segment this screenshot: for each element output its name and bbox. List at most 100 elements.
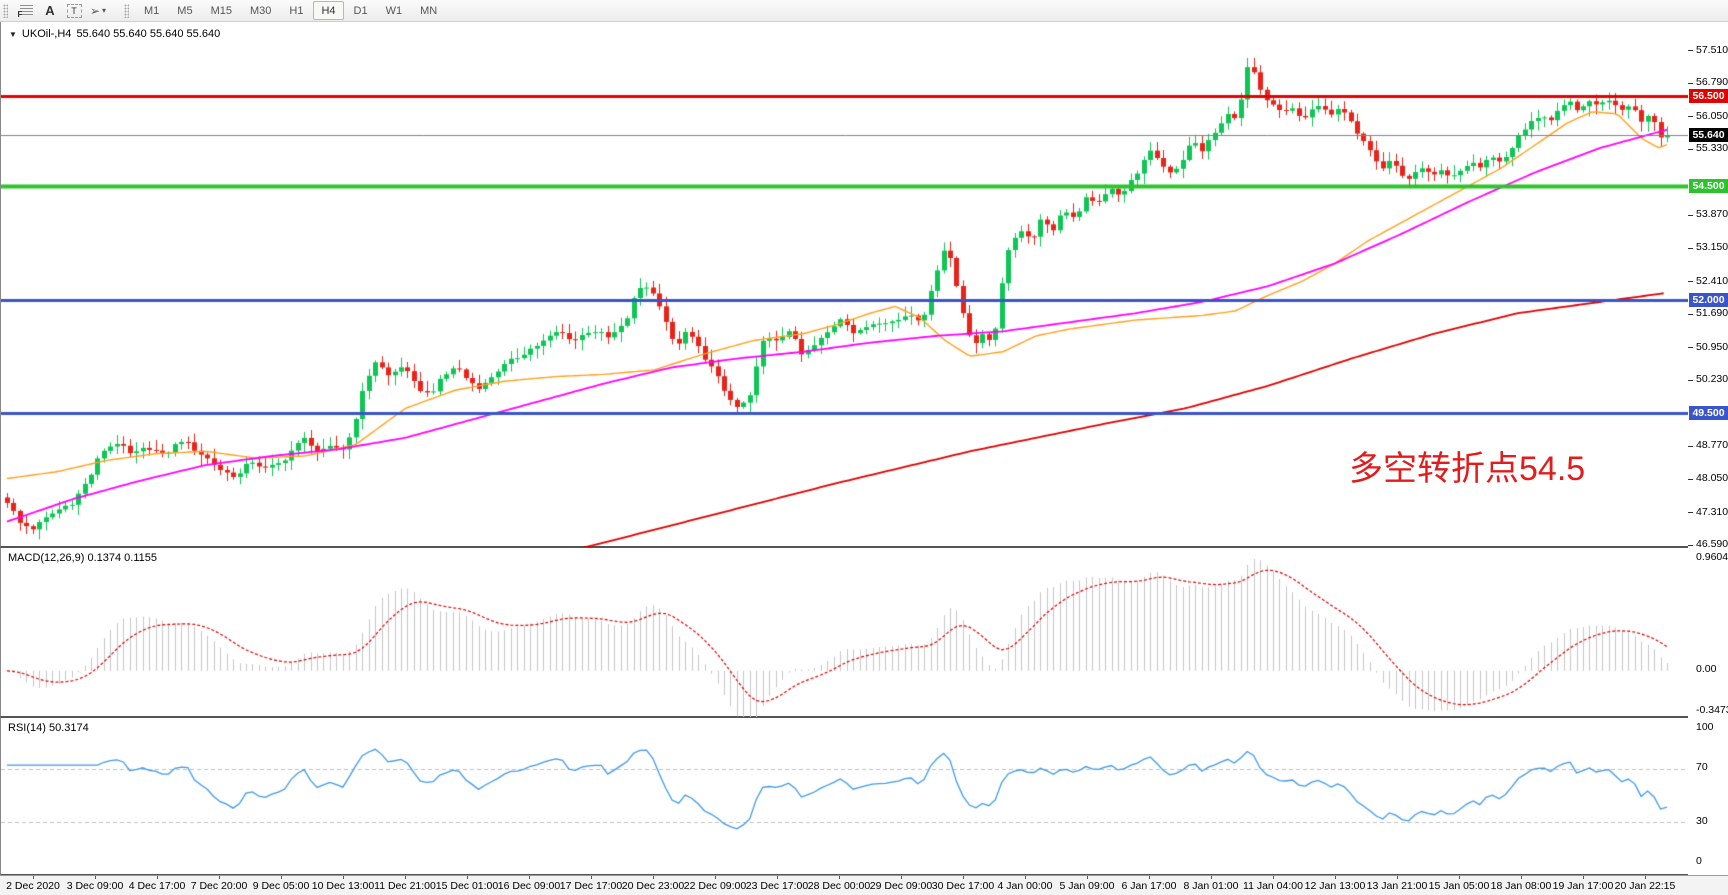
price-tick-label: 56.050: [1696, 109, 1728, 122]
macd-scale-label: -0.3473: [1696, 703, 1728, 716]
price-level-badge-56-500: 56.500: [1689, 88, 1728, 103]
date-tick-mark: [281, 876, 282, 879]
date-tick-mark: [95, 876, 96, 879]
date-tick-mark: [839, 876, 840, 879]
date-tick-mark: [715, 876, 716, 879]
macd-label: MACD(12,26,9) 0.1374 0.1155: [8, 552, 158, 564]
rsi-scale-label: 0: [1696, 854, 1702, 867]
chart-title[interactable]: ▼ UKOil-,H4 55.640 55.640 55.640 55.640: [9, 28, 220, 40]
timeframe-button-d1[interactable]: D1: [353, 4, 368, 17]
rsi-label: RSI(14) 50.3174: [8, 722, 89, 734]
date-tick-mark: [1149, 876, 1150, 879]
date-label: 4 Jan 00:00: [997, 880, 1053, 892]
date-tick-mark: [1397, 876, 1398, 879]
date-label: 15 Jan 05:00: [1428, 880, 1490, 892]
date-tick-mark: [591, 876, 592, 879]
date-tick-mark: [1459, 876, 1460, 879]
price-level-badge-52-000: 52.000: [1689, 292, 1728, 307]
arrow-icon: ➢: [89, 3, 101, 18]
price-tick-label: 56.790: [1696, 76, 1728, 89]
date-tick-mark: [1273, 876, 1274, 879]
price-tick-label: 47.310: [1696, 505, 1728, 518]
timeframe-button-m30[interactable]: M30: [249, 4, 272, 17]
text-label-tool-button[interactable]: A: [40, 2, 60, 20]
price-tick-label: 50.950: [1696, 340, 1728, 353]
date-tick-mark: [343, 876, 344, 879]
date-tick-mark: [33, 876, 34, 879]
text-label-icon: A: [45, 3, 55, 18]
date-tick-mark: [1211, 876, 1212, 879]
text-frame-icon: T: [66, 3, 82, 18]
macd-panel: MACD(12,26,9) 0.1374 0.1155: [0, 547, 1728, 718]
price-tick-label: 53.870: [1696, 208, 1728, 221]
price-level-badge-49-500: 49.500: [1689, 405, 1728, 420]
price-tick-mark: [1688, 83, 1693, 84]
price-tick-mark: [1688, 248, 1693, 249]
date-tick-mark: [963, 876, 964, 879]
date-label: 3 Dec 09:00: [66, 880, 124, 892]
price-tick-label: 50.230: [1696, 373, 1728, 386]
macd-canvas[interactable]: [1, 548, 1728, 718]
chevron-down-icon[interactable]: ▼: [9, 29, 17, 39]
price-level-badge-55-640: 55.640: [1689, 127, 1728, 142]
timeframe-button-w1[interactable]: W1: [385, 4, 403, 17]
price-tick-mark: [1688, 545, 1693, 546]
price-tick-mark: [1688, 479, 1693, 480]
date-label: 28 Dec 00:00: [807, 880, 871, 892]
timeframe-group: M1 M5 M15 M30 H1 H4 D1 W1 MN: [135, 1, 446, 20]
price-level-badge-54-500: 54.500: [1689, 179, 1728, 194]
date-label: 11 Dec 21:00: [374, 880, 436, 892]
date-label: 7 Dec 20:00: [190, 880, 248, 892]
rsi-scale-label: 30: [1696, 814, 1708, 827]
date-label: 29 Dec 09:00: [869, 880, 933, 892]
date-label: 15 Dec 01:00: [435, 880, 499, 892]
date-label: 4 Dec 17:00: [128, 880, 186, 892]
rsi-value: 50.3174: [48, 722, 89, 734]
price-tick-mark: [1688, 314, 1693, 315]
fibonacci-tool-button[interactable]: F: [16, 2, 36, 20]
timeframe-button-mn[interactable]: MN: [420, 4, 438, 17]
price-tick-label: 51.690: [1696, 307, 1728, 320]
rsi-canvas[interactable]: [1, 718, 1728, 876]
price-tick-mark: [1688, 50, 1693, 51]
date-label: 13 Jan 21:00: [1366, 880, 1428, 892]
date-label: 10 Dec 13:00: [311, 880, 375, 892]
date-label: 18 Jan 08:00: [1490, 880, 1552, 892]
chevron-down-icon[interactable]: ▾: [102, 6, 107, 15]
toolbar-grip[interactable]: [3, 3, 8, 18]
date-label: 8 Jan 01:00: [1183, 880, 1239, 892]
date-tick-mark: [405, 876, 406, 879]
toolbar-grip-2[interactable]: [124, 3, 129, 18]
timeframe-button-h4[interactable]: H4: [313, 1, 344, 20]
price-tick-label: 52.410: [1696, 274, 1728, 287]
date-tick-mark: [219, 876, 220, 879]
text-frame-tool-button[interactable]: T: [64, 2, 84, 20]
arrows-tool-button[interactable]: ➢ ▾: [88, 2, 108, 20]
date-label: 20 Dec 23:00: [621, 880, 685, 892]
date-tick-mark: [1521, 876, 1522, 879]
price-tick-label: 55.330: [1696, 142, 1728, 155]
price-tick-label: 53.150: [1696, 241, 1728, 253]
macd-scale-label: 0.9604: [1696, 551, 1728, 564]
date-tick-mark: [1645, 876, 1646, 879]
chart-annotation[interactable]: 多空转折点54.5: [1349, 450, 1586, 488]
quote-values: 55.640 55.640 55.640 55.640: [76, 28, 221, 40]
macd-scale-label: 0.00: [1696, 663, 1717, 676]
timeframe-button-m5[interactable]: M5: [177, 4, 193, 17]
timeframe-button-m15[interactable]: M15: [210, 4, 232, 17]
price-tick-mark: [1688, 149, 1693, 150]
date-label: 12 Jan 13:00: [1304, 880, 1366, 892]
date-tick-mark: [1335, 876, 1336, 879]
date-label: 5 Jan 09:00: [1059, 880, 1115, 892]
symbol-period-label: UKOil-,H4: [21, 28, 72, 40]
date-tick-mark: [1025, 876, 1026, 879]
price-axis: 57.510 56.790 56.050 55.330 53.870 53.150 52.4…: [1688, 22, 1728, 875]
timeframe-button-m1[interactable]: M1: [144, 4, 160, 17]
timeframe-button-h1[interactable]: H1: [289, 4, 304, 17]
date-tick-mark: [529, 876, 530, 879]
main-chart-canvas[interactable]: [1, 22, 1728, 547]
date-label: 6 Jan 17:00: [1121, 880, 1177, 892]
main-chart-panel: ▼ UKOil-,H4 55.640 55.640 55.640 55.640 …: [0, 22, 1728, 547]
date-tick-mark: [467, 876, 468, 879]
